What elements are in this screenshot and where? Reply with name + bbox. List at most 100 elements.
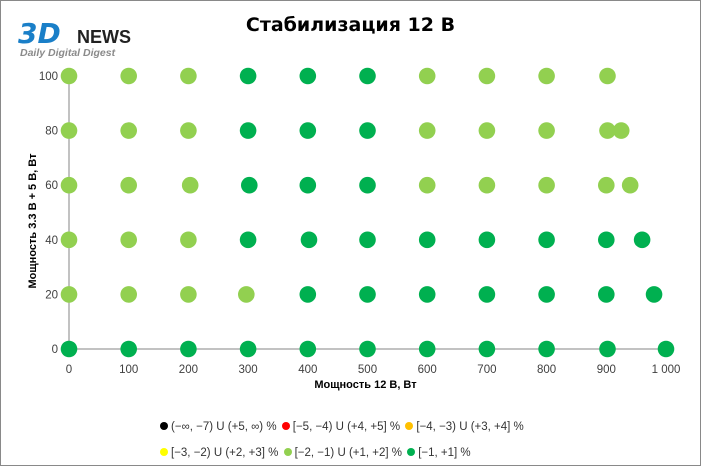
y-tick-label: 20 bbox=[45, 289, 58, 301]
x-tick-label: 900 bbox=[597, 364, 616, 376]
data-point bbox=[60, 176, 78, 194]
x-tick-label: 300 bbox=[239, 364, 258, 376]
data-point bbox=[239, 67, 257, 85]
data-point bbox=[599, 122, 616, 139]
y-axis-label: Мощность 3.3 В + 5 В, Вт bbox=[27, 153, 39, 289]
y-tick-label: 100 bbox=[39, 71, 58, 83]
legend-row-1: (−∞, −7) U (+5, ∞) % [−5, −4) U (+4, +5]… bbox=[160, 414, 580, 440]
legend-label: [−3, −2) U (+2, +3] % bbox=[171, 447, 279, 459]
data-point bbox=[120, 67, 137, 85]
x-tick-label: 1 000 bbox=[652, 364, 681, 376]
x-tick-label: 500 bbox=[358, 364, 377, 376]
data-point bbox=[120, 340, 137, 358]
data-point bbox=[598, 231, 615, 249]
legend-item-red: [−5, −4) U (+4, +5] % bbox=[281, 414, 400, 440]
data-point bbox=[359, 67, 376, 85]
y-tick-labels: 0 20 40 60 80 100 bbox=[39, 71, 58, 356]
black-dot-icon bbox=[160, 422, 168, 430]
data-point bbox=[181, 176, 199, 194]
light-green-dot-icon bbox=[283, 448, 292, 456]
y-tick-label: 40 bbox=[45, 235, 58, 247]
data-point bbox=[180, 340, 197, 358]
data-point bbox=[645, 286, 663, 303]
data-point bbox=[120, 231, 137, 249]
x-axis-label: Мощность 12 В, Вт bbox=[314, 379, 417, 391]
data-point bbox=[60, 340, 78, 358]
legend-item-light-green: [−2, −1) U (+1, +2] % bbox=[283, 440, 403, 466]
data-point bbox=[598, 176, 615, 194]
data-point bbox=[478, 231, 496, 249]
y-tick-label: 0 bbox=[52, 344, 58, 356]
data-point bbox=[120, 122, 137, 139]
data-point bbox=[299, 340, 317, 358]
x-tick-labels: 0 100 200 300 400 500 600 700 800 900 1 000 bbox=[66, 364, 681, 376]
legend-label: [−4, −3) U (+3, +4] % bbox=[416, 421, 524, 433]
data-point bbox=[359, 176, 376, 194]
data-point bbox=[418, 122, 436, 139]
data-point bbox=[239, 340, 257, 358]
data-point bbox=[599, 340, 616, 358]
data-point bbox=[240, 176, 258, 194]
legend-label: [−2, −1) U (+1, +2] % bbox=[294, 447, 403, 459]
data-point bbox=[538, 340, 555, 358]
legend-item-orange: [−4, −3) U (+3, +4] % bbox=[405, 414, 524, 440]
legend: (−∞, −7) U (+5, ∞) % [−5, −4) U (+4, +5]… bbox=[160, 414, 580, 466]
logo-tagline: Daily Digital Digest bbox=[20, 47, 116, 59]
data-point bbox=[478, 176, 496, 194]
data-point bbox=[418, 67, 436, 85]
data-point bbox=[299, 122, 317, 139]
y-tick-label: 60 bbox=[45, 180, 58, 192]
data-point bbox=[180, 286, 197, 303]
data-point bbox=[60, 286, 78, 303]
data-point bbox=[180, 67, 197, 85]
data-point bbox=[120, 286, 137, 303]
data-point bbox=[478, 122, 496, 139]
data-point bbox=[299, 176, 317, 194]
data-point bbox=[538, 122, 555, 139]
data-point bbox=[538, 231, 555, 249]
data-point bbox=[239, 122, 257, 139]
data-point bbox=[180, 231, 197, 249]
data-point bbox=[359, 122, 376, 139]
data-point bbox=[60, 122, 78, 139]
data-point bbox=[239, 231, 257, 249]
x-tick-label: 400 bbox=[298, 364, 317, 376]
red-dot-icon bbox=[281, 422, 290, 430]
data-point bbox=[180, 122, 197, 139]
data-point bbox=[538, 286, 555, 303]
x-tick-label: 700 bbox=[477, 364, 496, 376]
green-dot-icon bbox=[407, 448, 416, 456]
data-point bbox=[60, 231, 78, 249]
data-point bbox=[633, 231, 651, 249]
data-point bbox=[478, 67, 496, 85]
data-point bbox=[657, 340, 675, 358]
3dnews-logo: 3D NEWS Daily Digital Digest bbox=[18, 17, 143, 60]
y-tick-label: 80 bbox=[45, 126, 58, 138]
data-point bbox=[299, 286, 317, 303]
data-point bbox=[300, 231, 318, 249]
data-point bbox=[359, 231, 376, 249]
x-tick-label: 0 bbox=[66, 364, 72, 376]
data-point bbox=[621, 176, 639, 194]
legend-label: [−1, +1] % bbox=[418, 447, 471, 459]
legend-row-2: [−3, −2) U (+2, +3] % [−2, −1) U (+1, +2… bbox=[160, 440, 580, 466]
legend-item-black: (−∞, −7) U (+5, ∞) % bbox=[160, 414, 277, 440]
chart-title: Стабилизация 12 В bbox=[245, 14, 456, 36]
data-point bbox=[60, 67, 78, 85]
x-tick-label: 100 bbox=[119, 364, 138, 376]
x-tick-label: 200 bbox=[179, 364, 198, 376]
logo-mark-icon: 3D NEWS Daily Digital Digest bbox=[18, 17, 131, 59]
legend-item-green: [−1, +1] % bbox=[407, 440, 471, 466]
x-tick-label: 800 bbox=[537, 364, 556, 376]
data-point bbox=[418, 231, 436, 249]
data-point bbox=[359, 286, 376, 303]
data-point bbox=[538, 176, 555, 194]
data-point bbox=[120, 176, 137, 194]
logo-3d-text: 3D bbox=[18, 18, 61, 50]
logo-news-text: NEWS bbox=[77, 27, 131, 47]
data-point bbox=[478, 340, 496, 358]
data-point bbox=[612, 122, 630, 139]
data-point bbox=[478, 286, 496, 303]
orange-dot-icon bbox=[405, 422, 414, 430]
